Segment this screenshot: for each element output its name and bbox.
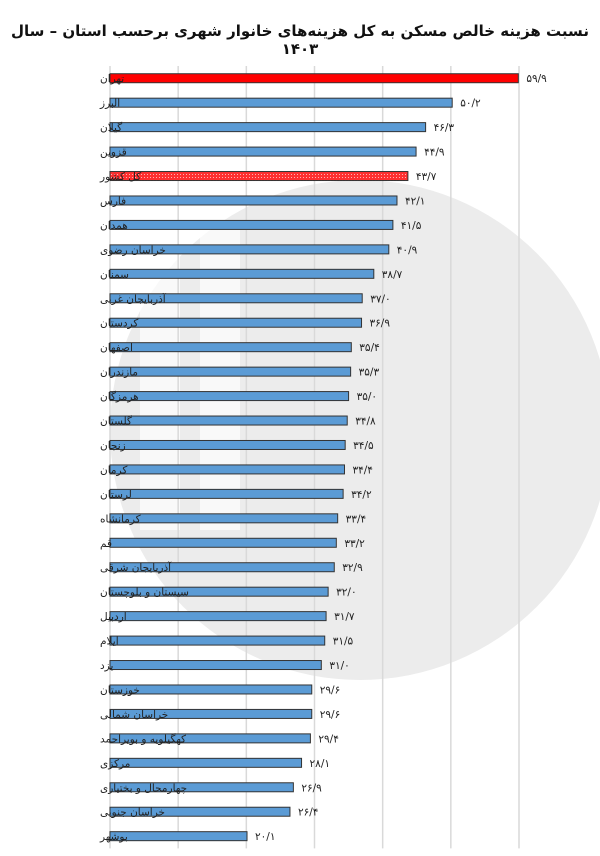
bar xyxy=(109,831,248,842)
bar xyxy=(109,684,313,695)
bar xyxy=(109,195,398,206)
data-label: ۵۰/۲ xyxy=(460,98,481,110)
category-label: اصفهان xyxy=(100,342,133,354)
category-label: مرکزی xyxy=(100,758,130,770)
watermark-logo xyxy=(110,180,600,680)
category-label: همدان xyxy=(100,220,128,232)
bar xyxy=(109,415,348,426)
category-label: یزد xyxy=(100,660,113,672)
bar xyxy=(109,513,339,524)
category-label: قم xyxy=(100,538,112,550)
category-label: اردبیل xyxy=(100,611,127,623)
data-label: ۲۹/۴ xyxy=(318,733,338,745)
data-label: ۴۲/۱ xyxy=(405,195,425,207)
bar xyxy=(109,73,519,84)
data-label: ۳۱/۷ xyxy=(334,611,355,623)
category-label: کرمانشاه xyxy=(100,513,141,525)
data-label: ۴۱/۵ xyxy=(401,220,422,232)
data-label: ۳۸/۷ xyxy=(382,269,403,281)
bar xyxy=(109,439,346,450)
category-label: کردستان xyxy=(100,318,138,330)
bar xyxy=(109,611,327,622)
bar xyxy=(109,97,453,108)
category-label: کهگیلویه و بویراحمد xyxy=(100,732,186,745)
data-label: ۳۷/۰ xyxy=(370,293,390,305)
data-label: ۴۰/۹ xyxy=(397,244,418,256)
category-label: گلستان xyxy=(100,415,132,428)
data-label: ۳۴/۲ xyxy=(351,489,372,501)
data-label: ۳۵/۳ xyxy=(359,367,380,379)
bar xyxy=(109,342,352,353)
bar xyxy=(109,586,329,597)
category-label: خوزستان xyxy=(100,684,140,696)
bar xyxy=(109,660,322,671)
bar xyxy=(109,268,375,279)
data-label: ۵۹/۹ xyxy=(526,73,547,85)
data-label: ۲۹/۶ xyxy=(320,684,340,696)
bar xyxy=(109,782,294,793)
bar xyxy=(109,806,291,817)
data-label: ۴۶/۳ xyxy=(434,122,455,134)
bar xyxy=(109,708,313,719)
category-label: کرمان xyxy=(100,464,127,476)
bar xyxy=(109,146,417,157)
category-label: گیلان xyxy=(100,121,122,134)
bar xyxy=(109,366,352,377)
bar xyxy=(109,733,311,744)
data-label: ۳۴/۸ xyxy=(355,416,376,428)
data-label: ۳۳/۴ xyxy=(346,513,366,525)
bar xyxy=(109,537,337,548)
bar xyxy=(109,122,427,133)
data-label: ۳۳/۲ xyxy=(344,538,365,550)
bar xyxy=(109,757,303,768)
data-label: ۳۱/۵ xyxy=(333,636,354,648)
category-label: زنجان xyxy=(100,440,126,452)
category-label: سیستان و بلوچستان xyxy=(100,587,189,599)
category-label: قزوین xyxy=(100,147,127,159)
data-label: ۳۲/۹ xyxy=(342,562,363,574)
category-label: سمنان xyxy=(100,269,129,281)
bar xyxy=(109,488,344,499)
category-label: آذربایجان غربی xyxy=(100,292,167,305)
category-label: مازندران xyxy=(100,367,138,379)
data-label: ۴۳/۷ xyxy=(416,171,437,183)
data-label: ۳۴/۵ xyxy=(353,440,374,452)
category-label: خراسان شمالی xyxy=(100,709,168,721)
data-label: ۲۹/۶ xyxy=(320,709,340,721)
chart-title: نسبت هزینه خالص مسکن به کل هزینه‌های خان… xyxy=(11,22,589,58)
data-label: ۲۶/۴ xyxy=(298,807,318,819)
category-label: البرز xyxy=(99,98,120,110)
category-label: فارس xyxy=(100,195,126,207)
category-label: خراسان جنوبی xyxy=(100,807,165,819)
category-label: تهران xyxy=(100,73,124,85)
data-label: ۳۴/۴ xyxy=(352,464,372,476)
data-label: ۲۶/۹ xyxy=(301,782,322,794)
data-label: ۳۲/۰ xyxy=(336,587,356,599)
data-label: ۳۵/۰ xyxy=(357,391,377,403)
data-label: ۳۶/۹ xyxy=(370,318,391,330)
category-label: چهارمحال و بختیاری xyxy=(100,782,187,794)
bar xyxy=(109,317,363,328)
bar xyxy=(109,464,345,475)
bar xyxy=(109,219,394,230)
bar xyxy=(109,635,326,646)
data-label: ۲۸/۱ xyxy=(310,758,330,770)
data-label: ۲۰/۱ xyxy=(255,831,275,843)
category-label: خراسان رضوی xyxy=(100,244,166,256)
category-label: بوشهر xyxy=(99,831,128,843)
category-label: هرمزگان xyxy=(100,390,139,403)
bar xyxy=(109,171,409,182)
category-label: کل کشور xyxy=(99,171,141,183)
bar xyxy=(109,391,350,402)
bar xyxy=(109,244,390,255)
data-label: ۳۵/۴ xyxy=(359,342,379,354)
bar xyxy=(109,293,363,304)
category-label: آذربایجان شرقی xyxy=(100,561,172,574)
category-label: ایلام xyxy=(100,636,119,648)
data-label: ۴۴/۹ xyxy=(424,147,445,159)
category-label: لرستان xyxy=(100,489,132,501)
data-label: ۳۱/۰ xyxy=(329,660,349,672)
bar xyxy=(109,562,335,573)
